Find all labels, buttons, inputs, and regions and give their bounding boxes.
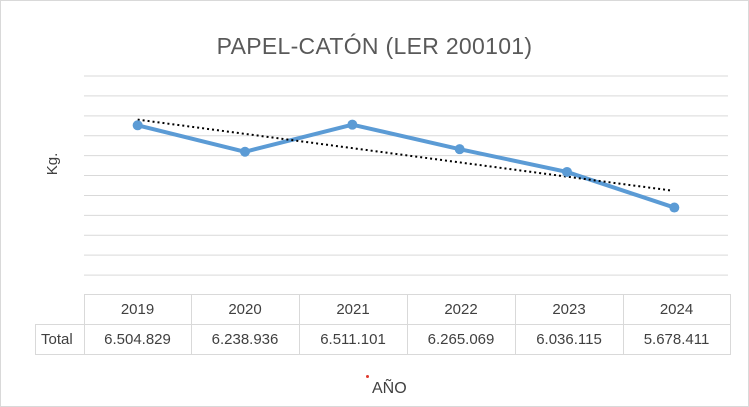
data-points bbox=[132, 119, 680, 213]
category-label: 2024 bbox=[622, 294, 731, 325]
data-point-2022 bbox=[454, 144, 465, 155]
data-point-2021 bbox=[347, 119, 358, 130]
series-line-total bbox=[135, 122, 677, 210]
series-name: Total bbox=[35, 324, 85, 355]
data-table-header-row: 2019 2020 2021 2022 2023 2024 bbox=[35, 294, 731, 325]
gridlines bbox=[84, 75, 728, 276]
category-label: 2023 bbox=[514, 294, 624, 325]
chart-title: PAPEL-CATÓN (LER 200101) bbox=[216, 33, 533, 59]
data-point-2020 bbox=[240, 146, 250, 157]
data-value: 6.511.101 bbox=[298, 324, 408, 355]
data-value: 6.036.115 bbox=[514, 324, 624, 355]
data-table-value-row: Total 6.504.829 6.238.936 6.511.101 6.26… bbox=[35, 324, 731, 355]
data-value: 6.265.069 bbox=[406, 324, 516, 355]
data-point-2024 bbox=[669, 202, 680, 213]
data-value: 6.238.936 bbox=[190, 324, 300, 355]
data-point-2019 bbox=[132, 120, 143, 131]
marker-dot bbox=[366, 375, 369, 378]
data-table: 2019 2020 2021 2022 2023 2024 Total 6.50… bbox=[35, 294, 731, 355]
data-value: 5.678.411 bbox=[622, 324, 731, 355]
x-axis-label: AÑO bbox=[372, 380, 407, 397]
data-table-corner bbox=[35, 294, 85, 325]
category-label: 2022 bbox=[406, 294, 516, 325]
category-label: 2019 bbox=[83, 294, 192, 325]
data-value: 6.504.829 bbox=[83, 324, 192, 355]
category-label: 2020 bbox=[190, 294, 300, 325]
category-label: 2021 bbox=[298, 294, 408, 325]
data-point-2023 bbox=[562, 166, 572, 177]
